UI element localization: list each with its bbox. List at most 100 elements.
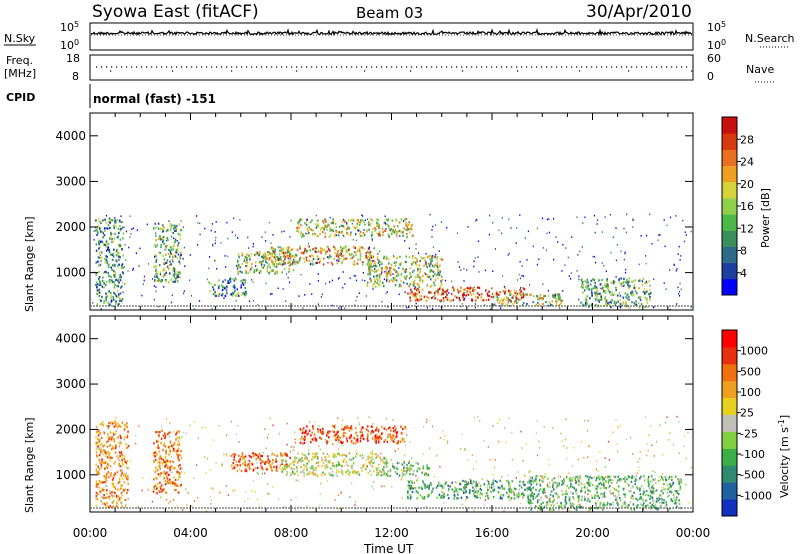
power-echo-cell [105,240,108,243]
velocity-echo-cell [624,493,627,496]
power-noise-cell [474,257,477,259]
power-echo-cell [511,296,513,299]
power-noise-cell [125,259,127,261]
nsearch-label: N.Search [745,32,795,45]
velocity-echo-cell [439,496,442,499]
velocity-echo-cell [324,465,326,468]
power-echo-cell [114,283,116,286]
power-echo-cell [433,255,435,258]
velocity-echo-cell [109,456,111,459]
power-noise-cell [679,282,681,285]
velocity-echo-cell [543,489,546,492]
velocity-echo-cell [348,473,351,477]
velocity-echo-cell [232,462,234,465]
power-echo-cell [159,271,162,274]
velocity-echo-cell [108,444,111,447]
power-echo-cell [523,288,525,291]
freq-tick-high: 18 [66,52,80,65]
power-noise-cell [678,290,681,293]
velocity-echo-cell [390,429,392,432]
velocity-echo-cell [284,463,287,467]
velocity-echo-cell [120,425,122,428]
power-echo-cell [369,262,372,265]
power-echo-cell [159,235,161,238]
velocity-echo-cell [105,492,108,495]
power-noise-cell [418,252,420,254]
velocity-echo-cell [104,496,107,499]
velocity-echo-cell [164,472,167,475]
power-noise-cell [340,252,342,255]
power-echo-cell [267,265,269,268]
power-echo-cell [487,294,489,297]
power-echo-cell [277,246,280,249]
velocity-echo-cell [383,462,386,465]
velocity-noise-cell [193,477,195,479]
power-echo-cell [378,259,380,262]
velocity-echo-cell [435,486,438,489]
velocity-echo-cell [359,454,361,457]
velocity-noise-cell [492,473,494,476]
power-noise-cell [123,226,125,229]
velocity-echo-cell [348,437,351,440]
power-echo-cell [600,295,603,298]
power-echo-cell [633,284,636,287]
velocity-echo-cell [447,484,449,487]
velocity-echo-cell [303,441,306,445]
power-colorbar-tick-label: 28 [740,133,754,146]
power-noise-cell [362,272,364,274]
power-echo-cell [118,263,120,266]
velocity-echo-cell [441,485,443,488]
power-echo-cell [98,283,101,286]
velocity-noise-cell [511,432,513,434]
velocity-echo-cell [660,504,662,507]
power-noise-cell [93,239,95,241]
power-echo-cell [607,289,610,292]
velocity-noise-cell [359,423,361,426]
velocity-noise-cell [262,468,264,471]
power-echo-cell [412,294,414,298]
velocity-echo-cell [343,453,345,456]
power-echo-cell [321,231,324,234]
velocity-echo-cell [556,501,558,505]
power-echo-cell [117,264,119,267]
velocity-echo-cell [596,491,598,494]
velocity-echo-cell [106,424,108,427]
velocity-noise-cell [484,504,486,507]
power-echo-cell [105,281,108,284]
power-echo-cell [296,229,299,233]
velocity-echo-cell [172,449,175,452]
power-noise-cell [562,290,564,292]
power-echo-cell [375,270,378,273]
power-echo-cell [222,280,224,283]
power-echo-cell [163,258,166,261]
power-echo-cell [344,246,346,250]
power-echo-cell [379,261,382,264]
power-echo-cell [373,267,376,270]
power-echo-cell [119,279,122,282]
velocity-echo-cell [320,456,323,459]
power-noise-cell [538,258,540,261]
power-echo-cell [397,273,400,276]
power-echo-cell [236,288,239,291]
velocity-echo-cell [393,430,395,433]
velocity-echo-cell [159,473,161,476]
velocity-echo-cell [345,460,348,464]
power-echo-cell [371,257,374,260]
power-echo-cell [352,219,355,222]
power-echo-cell [402,281,405,284]
velocity-noise-cell [544,473,546,475]
velocity-echo-cell [102,488,105,492]
power-echo-cell [619,282,621,285]
power-echo-cell [115,225,117,228]
power-echo-cell [390,279,392,282]
velocity-echo-cell [656,497,658,500]
power-noise-cell [286,250,289,252]
velocity-echo-cell [529,500,531,503]
velocity-echo-cell [333,431,336,434]
velocity-echo-cell [565,475,568,479]
power-echo-cell [423,264,425,267]
velocity-echo-cell [552,486,554,489]
velocity-echo-cell [301,453,304,456]
velocity-echo-cell [375,440,377,443]
